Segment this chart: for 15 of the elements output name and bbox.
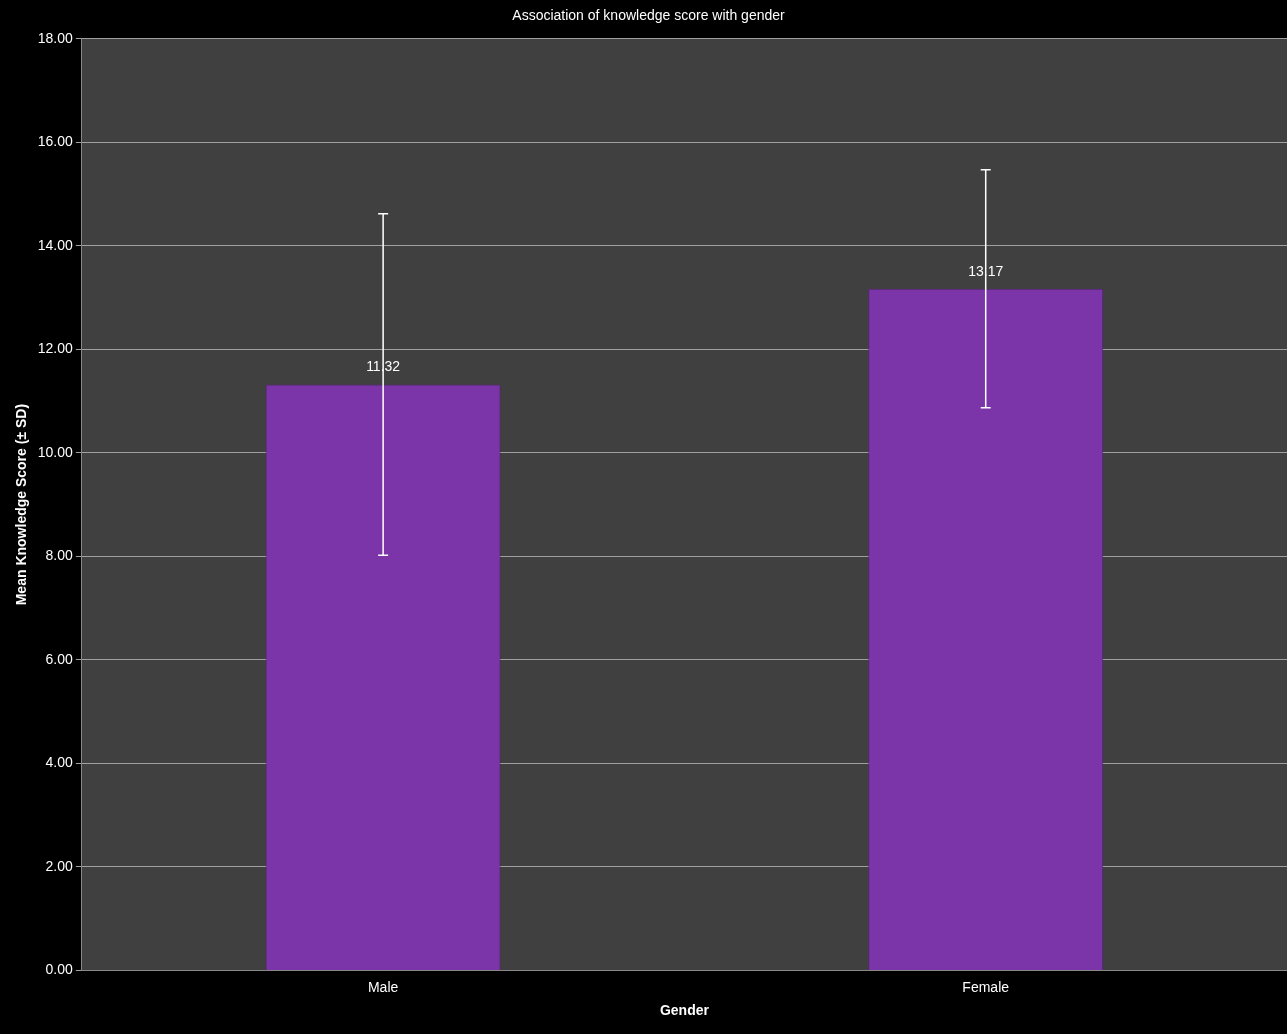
y-tick-label: 14.00 <box>37 236 74 253</box>
y-tick-label: 2.00 <box>45 857 74 874</box>
y-tick-label: 6.00 <box>45 650 74 667</box>
x-axis-title: Gender <box>659 1002 710 1019</box>
y-tick-label: 10.00 <box>37 443 74 460</box>
y-tick-label: 0.00 <box>45 961 74 978</box>
y-tick-label: 16.00 <box>37 133 74 150</box>
x-tick-label: Female <box>962 978 1010 995</box>
x-tick-label: Male <box>367 978 399 995</box>
y-tick-label: 4.00 <box>45 754 74 771</box>
y-axis-title: Mean Knowledge Score (± SD) <box>13 403 30 606</box>
y-tick-label: 8.00 <box>45 547 74 564</box>
y-tick-label: 12.00 <box>37 340 74 357</box>
y-tick-label: 18.00 <box>37 29 74 46</box>
chart-title: Association of knowledge score with gender <box>512 7 786 24</box>
